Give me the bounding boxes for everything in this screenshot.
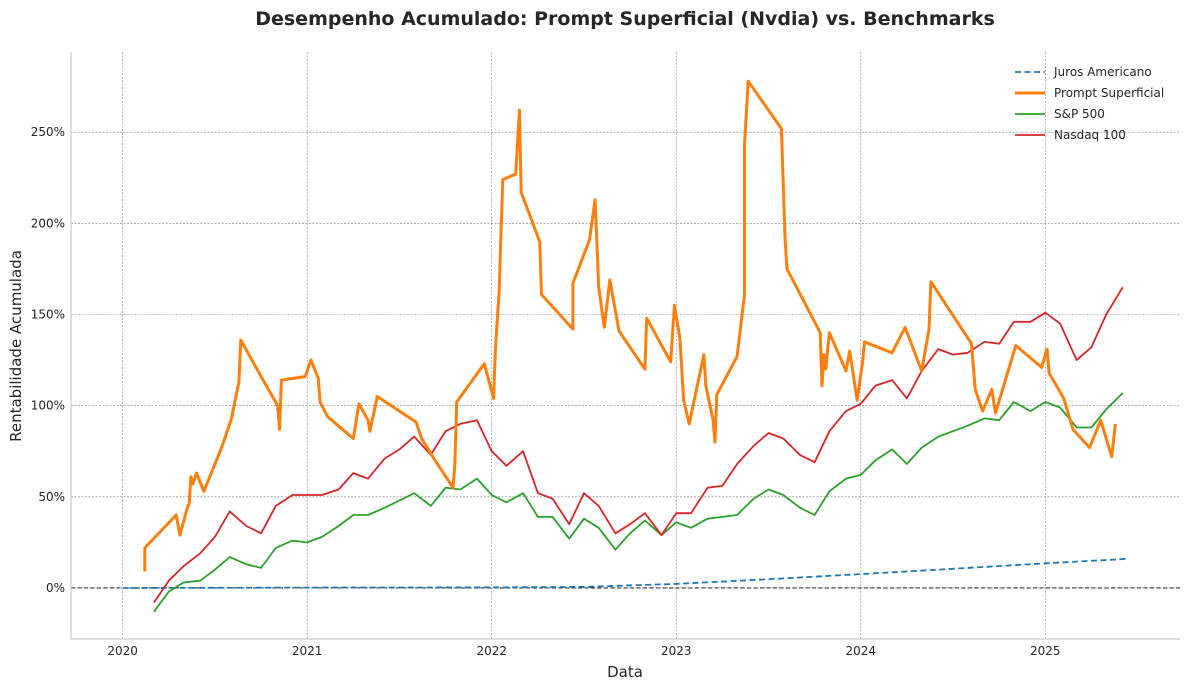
y-tick-label: 50%: [38, 490, 65, 504]
series-line-nasdaq-100: [153, 286, 1124, 604]
series-line-prompt-superficial: [143, 79, 1117, 572]
x-tick-label: 2020: [107, 644, 138, 658]
x-axis-title: Data: [607, 663, 643, 681]
y-tick-label: 200%: [31, 216, 65, 230]
y-tick-label: 100%: [31, 399, 65, 413]
x-tick-label: 2021: [292, 644, 323, 658]
x-axis-ticks: 2020 2021 2022 2023 2024 2025: [107, 644, 1060, 658]
legend-label: Juros Americano: [1053, 65, 1152, 79]
legend-label: Nasdaq 100: [1054, 128, 1126, 142]
y-tick-label: 0%: [46, 581, 65, 595]
y-axis-ticks: 0% 50% 100% 150% 200% 250%: [31, 125, 65, 595]
legend: Juros Americano Prompt Superficial S&P 500…: [1015, 65, 1164, 142]
x-tick-label: 2023: [661, 644, 692, 658]
legend-label: Prompt Superficial: [1054, 86, 1164, 100]
legend-label: S&P 500: [1054, 107, 1105, 121]
chart-title: Desempenho Acumulado: Prompt Superficial…: [255, 8, 995, 30]
y-axis-title: Rentabilidade Acumulada: [7, 250, 25, 442]
series-group: [122, 79, 1129, 613]
series-line-s-p-500: [153, 392, 1124, 613]
y-tick-label: 150%: [31, 308, 65, 322]
x-tick-label: 2024: [845, 644, 876, 658]
x-tick-label: 2025: [1030, 644, 1061, 658]
y-tick-label: 250%: [31, 125, 65, 139]
series-line-juros-americano: [122, 557, 1129, 589]
x-tick-label: 2022: [476, 644, 507, 658]
